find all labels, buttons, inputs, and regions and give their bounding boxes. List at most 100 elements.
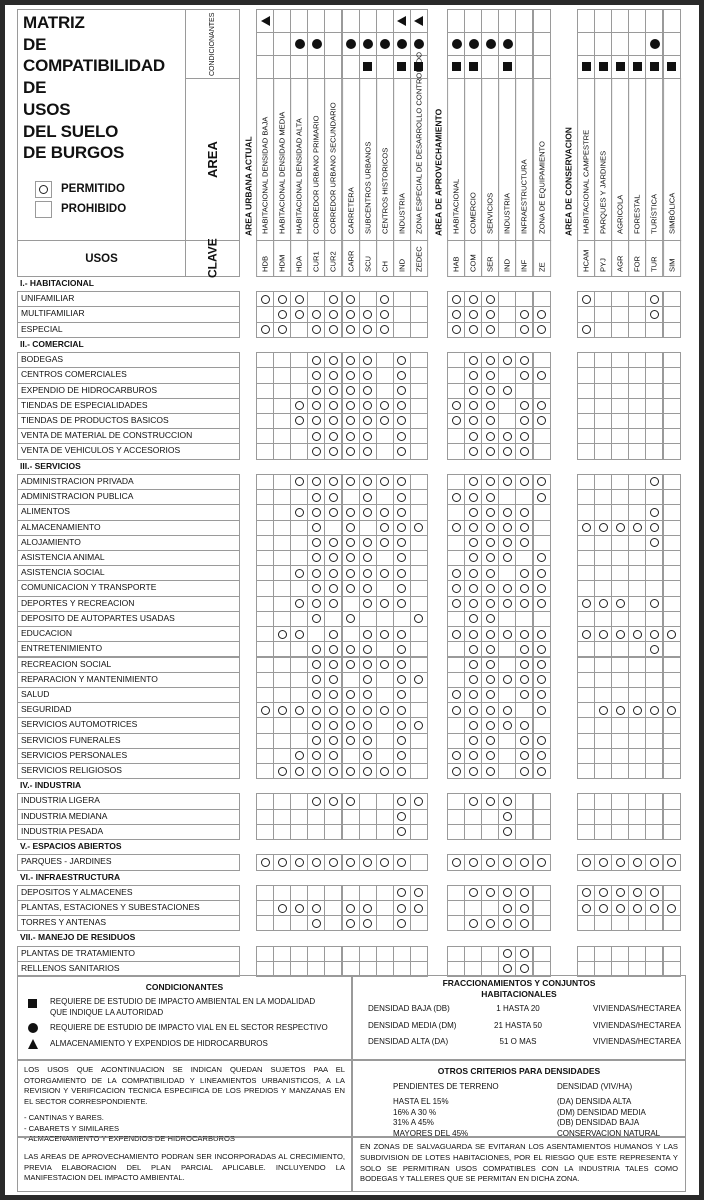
cell-permitido (324, 306, 343, 323)
cell-prohibido (447, 504, 466, 521)
cell-permitido (358, 900, 377, 917)
cell-permitido (392, 671, 411, 688)
circle-outline-icon (519, 477, 529, 487)
cell-permitido (532, 702, 551, 719)
cell-permitido (532, 671, 551, 688)
use-row-label: DEPORTES Y RECREACION (17, 595, 240, 612)
cell-permitido (498, 428, 517, 445)
cell-prohibido (645, 412, 664, 430)
cell-prohibido (447, 428, 466, 445)
usos-sujetos-box: LOS USOS QUE ACONTINUACION SE INDICAN QU… (17, 1060, 352, 1143)
cell-permitido (341, 549, 360, 567)
circle-outline-icon (667, 705, 676, 715)
cell-permitido (515, 397, 534, 414)
cell-prohibido (577, 580, 596, 597)
clave-hab: HAB (447, 240, 466, 277)
cell-permitido (307, 610, 326, 628)
cell-prohibido (358, 808, 377, 825)
cell-prohibido (256, 565, 275, 582)
cell-prohibido (662, 732, 681, 749)
cell-prohibido (447, 808, 466, 825)
cell-permitido (464, 519, 483, 536)
cell-permitido (392, 443, 411, 460)
circle-outline-icon (468, 446, 478, 456)
circle-outline-icon (311, 309, 321, 319)
cell-permitido (645, 504, 664, 521)
cell-prohibido (645, 397, 664, 414)
use-row-label: TIENDAS DE PRODUCTOS BASICOS (17, 412, 240, 430)
cell-prohibido (409, 565, 428, 582)
condicionante-cell (375, 55, 394, 79)
cell-permitido (307, 519, 326, 536)
cell-prohibido (409, 808, 428, 825)
cell-prohibido (577, 717, 596, 734)
pendientes-header: PENDIENTES DE TERRENO (393, 1082, 499, 1091)
cell-prohibido (628, 352, 647, 369)
use-row-label: DEPOSITO DE AUTOPARTES USADAS (17, 610, 240, 628)
circle-outline-icon (485, 736, 495, 746)
cell-permitido (273, 900, 292, 917)
circle-outline-icon (451, 583, 461, 593)
circle-outline-icon (294, 477, 304, 487)
area-header-label: AREA (205, 141, 220, 178)
condicionante-cell (324, 32, 343, 56)
circle-outline-icon (311, 553, 321, 563)
cell-permitido (324, 717, 343, 734)
condicionante-cell (532, 55, 551, 79)
circle-outline-icon (537, 766, 546, 776)
cell-permitido (481, 747, 500, 765)
cell-prohibido (577, 534, 596, 551)
cell-prohibido (447, 900, 466, 917)
cell-prohibido (375, 900, 394, 917)
cell-prohibido (290, 549, 309, 567)
cell-permitido (273, 854, 292, 871)
circle-outline-icon (485, 401, 495, 411)
cell-prohibido (662, 412, 681, 430)
circle-outline-icon (519, 568, 529, 578)
cell-prohibido (628, 747, 647, 765)
column-header-tur: TURÍSTICA (645, 78, 664, 241)
density-unit: VIVIENDAS/HECTAREA (593, 1020, 681, 1030)
circle-outline-icon (380, 325, 390, 335)
cell-permitido (392, 595, 411, 612)
column-header-ze: ZONA DE EQUIPAMIENTO (532, 78, 551, 241)
circle-outline-icon (649, 477, 659, 487)
condicionante-cell (290, 9, 309, 33)
cell-permitido (481, 641, 500, 658)
circle-outline-icon (380, 766, 390, 776)
cell-permitido (341, 443, 360, 460)
density-name: DENSIDAD MEDIA (DM) (368, 1020, 457, 1030)
circle-outline-icon (328, 690, 338, 700)
circle-outline-icon (537, 309, 546, 319)
cell-permitido (392, 549, 411, 567)
cell-permitido (307, 352, 326, 369)
circle-outline-icon (519, 751, 529, 761)
circle-outline-icon (468, 629, 478, 639)
circle-outline-icon (519, 690, 529, 700)
usos-sujetos-list: - CANTINAS Y BARES. - CABARETS Y SIMILAR… (24, 1113, 345, 1145)
cell-permitido (628, 702, 647, 719)
cell-permitido (392, 489, 411, 506)
cell-permitido (392, 534, 411, 551)
circle-outline-icon (397, 690, 407, 700)
cell-permitido (290, 854, 309, 871)
circle-outline-icon (397, 675, 407, 685)
cell-prohibido (256, 504, 275, 521)
cell-permitido (273, 763, 292, 780)
cell-permitido (515, 352, 534, 369)
cell-permitido (375, 595, 394, 612)
cell-prohibido (577, 915, 596, 932)
cell-prohibido (324, 823, 343, 841)
cell-prohibido (594, 291, 613, 308)
cell-permitido (256, 291, 275, 308)
cell-permitido (307, 306, 326, 323)
cell-permitido (594, 854, 613, 871)
circle-outline-icon (328, 477, 338, 487)
cell-prohibido (273, 443, 292, 460)
cell-prohibido (645, 443, 664, 460)
cell-prohibido (611, 945, 630, 962)
circle-outline-icon (519, 538, 529, 548)
cell-prohibido (532, 717, 551, 734)
cell-permitido (341, 565, 360, 582)
circle-outline-icon (380, 309, 390, 319)
